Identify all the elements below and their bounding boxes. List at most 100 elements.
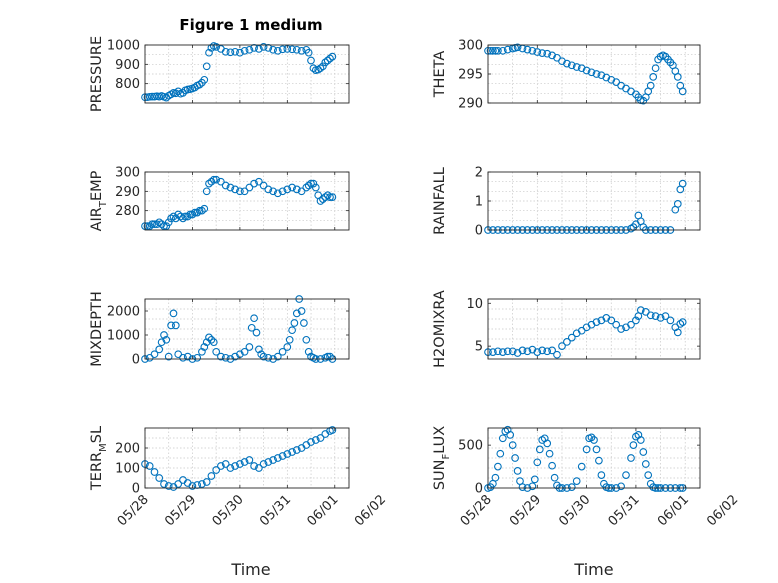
data-point bbox=[550, 473, 559, 482]
data-point bbox=[264, 353, 273, 362]
data-point bbox=[202, 478, 211, 486]
data-point bbox=[304, 347, 313, 356]
data-point bbox=[673, 200, 682, 208]
x-tick-label: 05/30 bbox=[556, 492, 593, 529]
data-point bbox=[212, 43, 221, 51]
x-tick-label: 05/29 bbox=[507, 492, 544, 529]
data-point bbox=[538, 346, 547, 355]
data-point bbox=[200, 204, 209, 213]
data-point bbox=[543, 439, 552, 448]
data-point bbox=[617, 81, 625, 90]
y-axis-label-main: AIR bbox=[89, 207, 105, 231]
data-point bbox=[577, 462, 586, 471]
data-point bbox=[513, 467, 522, 475]
data-point bbox=[245, 45, 254, 54]
data-point bbox=[646, 311, 655, 320]
x-tick-label: 05/30 bbox=[210, 492, 247, 529]
data-point bbox=[592, 70, 601, 78]
data-point bbox=[518, 483, 527, 491]
data-point bbox=[486, 46, 495, 55]
data-point bbox=[558, 57, 566, 66]
x-axis-label-left: Time bbox=[230, 560, 270, 579]
data-point bbox=[641, 460, 650, 468]
data-point bbox=[283, 343, 292, 351]
y-tick-label: 2 bbox=[475, 166, 483, 181]
data-point bbox=[207, 472, 216, 480]
data-point bbox=[171, 321, 180, 330]
data-point bbox=[548, 51, 556, 60]
data-point bbox=[567, 333, 576, 342]
data-point bbox=[226, 183, 235, 192]
y-axis-label: THETA bbox=[432, 51, 448, 99]
data-point bbox=[209, 175, 218, 184]
data-point bbox=[300, 319, 308, 327]
data-point bbox=[678, 318, 687, 326]
data-point bbox=[328, 426, 337, 434]
data-point bbox=[673, 328, 682, 337]
y-tick-label: 300 bbox=[115, 166, 140, 181]
data-point bbox=[666, 316, 675, 325]
x-tick-label: 05/31 bbox=[606, 492, 643, 529]
data-point bbox=[326, 352, 334, 361]
subplot-h2omixra: 5 10 H2OMIXRA bbox=[432, 290, 701, 368]
data-point bbox=[636, 306, 645, 314]
data-point bbox=[186, 210, 194, 219]
data-point bbox=[231, 352, 239, 361]
data-point bbox=[323, 191, 332, 200]
data-point bbox=[538, 49, 547, 57]
data-point bbox=[259, 460, 268, 468]
y-tick-label: 500 bbox=[458, 439, 483, 454]
y-axis-label: RAINFALL bbox=[432, 167, 448, 235]
data-point bbox=[292, 309, 301, 318]
data-point bbox=[646, 81, 655, 90]
y-axis-label: AIRTEMP bbox=[89, 170, 109, 231]
data-point bbox=[257, 350, 266, 359]
data-point bbox=[250, 179, 258, 188]
data-point bbox=[205, 179, 213, 188]
data-point bbox=[217, 177, 225, 186]
data-point bbox=[582, 66, 591, 75]
data-point bbox=[518, 346, 527, 355]
data-point bbox=[629, 441, 638, 449]
y-tick-label: 1000 bbox=[107, 329, 140, 344]
axes-frame bbox=[144, 298, 350, 360]
data-point bbox=[321, 58, 330, 67]
data-point bbox=[181, 212, 190, 221]
data-point bbox=[236, 48, 244, 57]
data-point bbox=[503, 347, 512, 356]
x-tick-label: 05/29 bbox=[162, 492, 199, 529]
data-point bbox=[250, 462, 258, 470]
data-point bbox=[673, 73, 682, 81]
data-point bbox=[307, 438, 315, 446]
y-axis-label: MIXDEPTH bbox=[89, 291, 105, 367]
data-point bbox=[250, 314, 258, 323]
y-tick-label: 300 bbox=[458, 39, 483, 54]
y-tick-label: 800 bbox=[115, 77, 140, 92]
data-point bbox=[240, 187, 249, 196]
data-point bbox=[269, 456, 277, 464]
data-point bbox=[212, 466, 221, 474]
data-point bbox=[264, 458, 273, 466]
data-point bbox=[245, 343, 254, 351]
data-point bbox=[607, 75, 616, 84]
data-point bbox=[200, 343, 209, 351]
data-point bbox=[553, 350, 561, 359]
data-point bbox=[198, 347, 206, 356]
data-point bbox=[508, 441, 517, 449]
y-axis-label-tail: SL bbox=[89, 426, 105, 443]
y-tick-label: 0 bbox=[475, 482, 483, 497]
figure-title: Figure 1 medium bbox=[179, 16, 322, 34]
data-point bbox=[193, 481, 202, 489]
data-point bbox=[174, 87, 183, 96]
data-point bbox=[302, 183, 311, 192]
data-point bbox=[145, 353, 154, 362]
data-point bbox=[307, 56, 315, 65]
data-point bbox=[323, 56, 332, 65]
subplot-theta: 290 295 300 THETA bbox=[432, 39, 701, 112]
data-point bbox=[221, 353, 230, 362]
data-point bbox=[328, 193, 337, 201]
data-point bbox=[323, 352, 332, 361]
x-tick-label: 05/28 bbox=[458, 492, 495, 529]
data-point bbox=[577, 64, 586, 73]
